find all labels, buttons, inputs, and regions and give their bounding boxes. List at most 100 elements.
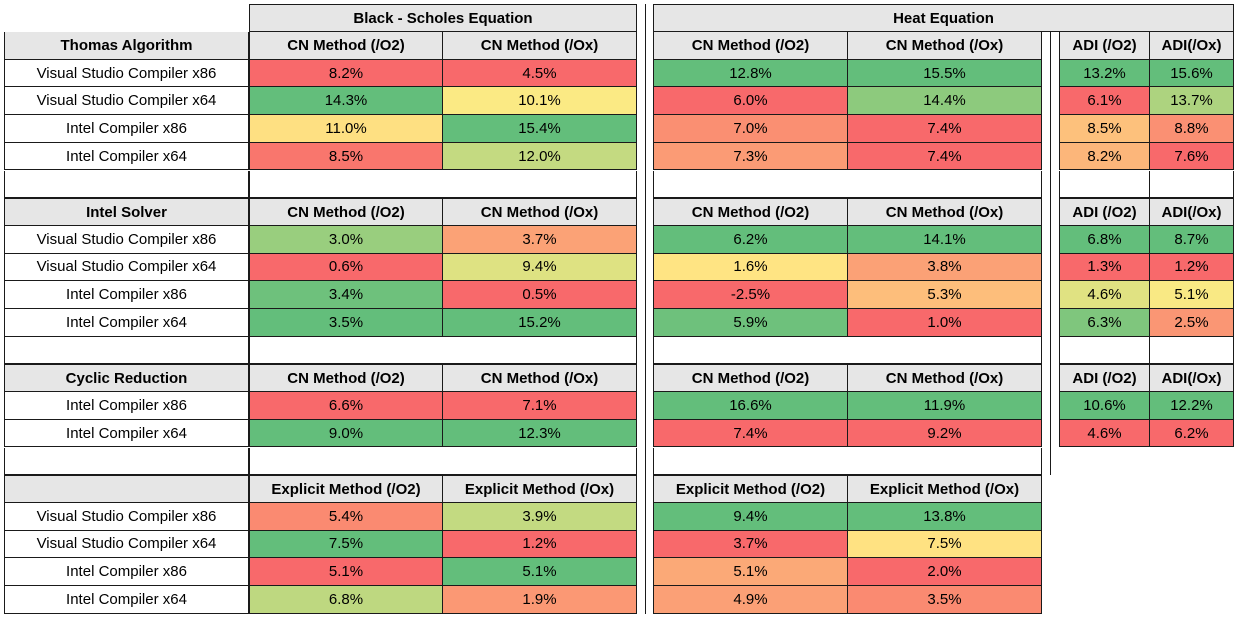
column-header-heat: CN Method (/O2) (653, 32, 848, 60)
value-cell: 10.1% (443, 87, 637, 116)
value-cell: 9.4% (653, 502, 848, 531)
value-cell: 7.4% (848, 142, 1042, 171)
row-label: Intel Compiler x86 (4, 392, 249, 420)
row-label: Visual Studio Compiler x64 (4, 530, 249, 559)
row-label: Visual Studio Compiler x86 (4, 59, 249, 88)
spacer-cell (653, 447, 1042, 476)
value-cell: 15.5% (848, 59, 1042, 88)
section-title (4, 475, 249, 503)
value-cell: 12.2% (1150, 392, 1234, 420)
value-cell: 2.5% (1150, 309, 1234, 337)
value-cell: 3.5% (249, 309, 443, 337)
value-cell: 0.5% (443, 281, 637, 309)
value-cell: 2.0% (848, 558, 1042, 586)
column-header-heat: CN Method (/O2) (653, 198, 848, 226)
value-cell: 12.0% (443, 142, 637, 171)
value-cell: 8.8% (1150, 115, 1234, 143)
row-label: Intel Compiler x86 (4, 558, 249, 586)
value-cell: 5.9% (653, 309, 848, 337)
value-cell: 1.9% (443, 586, 637, 614)
value-cell: 5.4% (249, 502, 443, 531)
value-cell: 3.9% (443, 502, 637, 531)
value-cell: 14.1% (848, 225, 1042, 254)
column-header-adi: ADI (/O2) (1059, 198, 1150, 226)
adi-divider (1050, 32, 1051, 476)
value-cell: 5.3% (848, 281, 1042, 309)
column-header-bs: Explicit Method (/Ox) (443, 475, 637, 503)
value-cell: 3.8% (848, 253, 1042, 282)
value-cell: 1.6% (653, 253, 848, 282)
spacer-cell (1150, 336, 1234, 365)
value-cell: 9.4% (443, 253, 637, 282)
value-cell: 8.7% (1150, 225, 1234, 254)
column-header-heat: Explicit Method (/Ox) (848, 475, 1042, 503)
column-header-adi: ADI(/Ox) (1150, 32, 1234, 60)
value-cell: 6.3% (1059, 309, 1150, 337)
row-label: Intel Compiler x64 (4, 309, 249, 337)
column-header-adi: ADI(/Ox) (1150, 198, 1234, 226)
row-label: Intel Compiler x64 (4, 142, 249, 171)
value-cell: 13.8% (848, 502, 1042, 531)
value-cell: 3.7% (653, 530, 848, 559)
value-cell: 4.6% (1059, 419, 1150, 448)
value-cell: 15.6% (1150, 59, 1234, 88)
column-header-adi: ADI(/Ox) (1150, 364, 1234, 393)
value-cell: 7.6% (1150, 142, 1234, 171)
spacer-cell (1059, 170, 1150, 199)
value-cell: 7.4% (848, 115, 1042, 143)
value-cell: 16.6% (653, 392, 848, 420)
equation-title-heat: Heat Equation (653, 4, 1234, 32)
row-label: Visual Studio Compiler x64 (4, 253, 249, 282)
spacer-cell (249, 447, 637, 476)
spacer-cell (4, 336, 249, 365)
column-header-bs: CN Method (/O2) (249, 364, 443, 393)
value-cell: 8.2% (1059, 142, 1150, 171)
value-cell: 0.6% (249, 253, 443, 282)
value-cell: 6.8% (249, 586, 443, 614)
value-cell: 5.1% (653, 558, 848, 586)
column-header-heat: Explicit Method (/O2) (653, 475, 848, 503)
column-header-bs: CN Method (/O2) (249, 198, 443, 226)
value-cell: 13.7% (1150, 87, 1234, 116)
value-cell: 6.2% (1150, 419, 1234, 448)
equation-divider (645, 4, 646, 614)
value-cell: 7.4% (653, 419, 848, 448)
column-header-heat: CN Method (/Ox) (848, 364, 1042, 393)
value-cell: 6.8% (1059, 225, 1150, 254)
value-cell: 13.2% (1059, 59, 1150, 88)
section-title: Intel Solver (4, 198, 249, 226)
spacer-cell (653, 336, 1042, 365)
value-cell: 1.2% (443, 530, 637, 559)
equation-title-black-scholes: Black - Scholes Equation (249, 4, 637, 32)
row-label: Intel Compiler x86 (4, 281, 249, 309)
value-cell: 10.6% (1059, 392, 1150, 420)
value-cell: 1.2% (1150, 253, 1234, 282)
value-cell: 9.0% (249, 419, 443, 448)
row-label: Intel Compiler x64 (4, 586, 249, 614)
value-cell: 12.3% (443, 419, 637, 448)
value-cell: 3.4% (249, 281, 443, 309)
value-cell: 14.4% (848, 87, 1042, 116)
value-cell: 15.2% (443, 309, 637, 337)
spacer-cell (249, 170, 637, 199)
value-cell: 5.1% (1150, 281, 1234, 309)
value-cell: 8.5% (249, 142, 443, 171)
value-cell: 11.0% (249, 115, 443, 143)
value-cell: 4.6% (1059, 281, 1150, 309)
value-cell: 6.1% (1059, 87, 1150, 116)
value-cell: 6.6% (249, 392, 443, 420)
value-cell: 1.0% (848, 309, 1042, 337)
column-header-heat: CN Method (/O2) (653, 364, 848, 393)
value-cell: 7.5% (249, 530, 443, 559)
column-header-bs: CN Method (/Ox) (443, 364, 637, 393)
value-cell: 8.2% (249, 59, 443, 88)
value-cell: 15.4% (443, 115, 637, 143)
spacer-cell (1150, 170, 1234, 199)
row-label: Visual Studio Compiler x86 (4, 225, 249, 254)
column-header-bs: CN Method (/Ox) (443, 198, 637, 226)
value-cell: 6.0% (653, 87, 848, 116)
value-cell: 3.0% (249, 225, 443, 254)
value-cell: 1.3% (1059, 253, 1150, 282)
column-header-heat: CN Method (/Ox) (848, 198, 1042, 226)
